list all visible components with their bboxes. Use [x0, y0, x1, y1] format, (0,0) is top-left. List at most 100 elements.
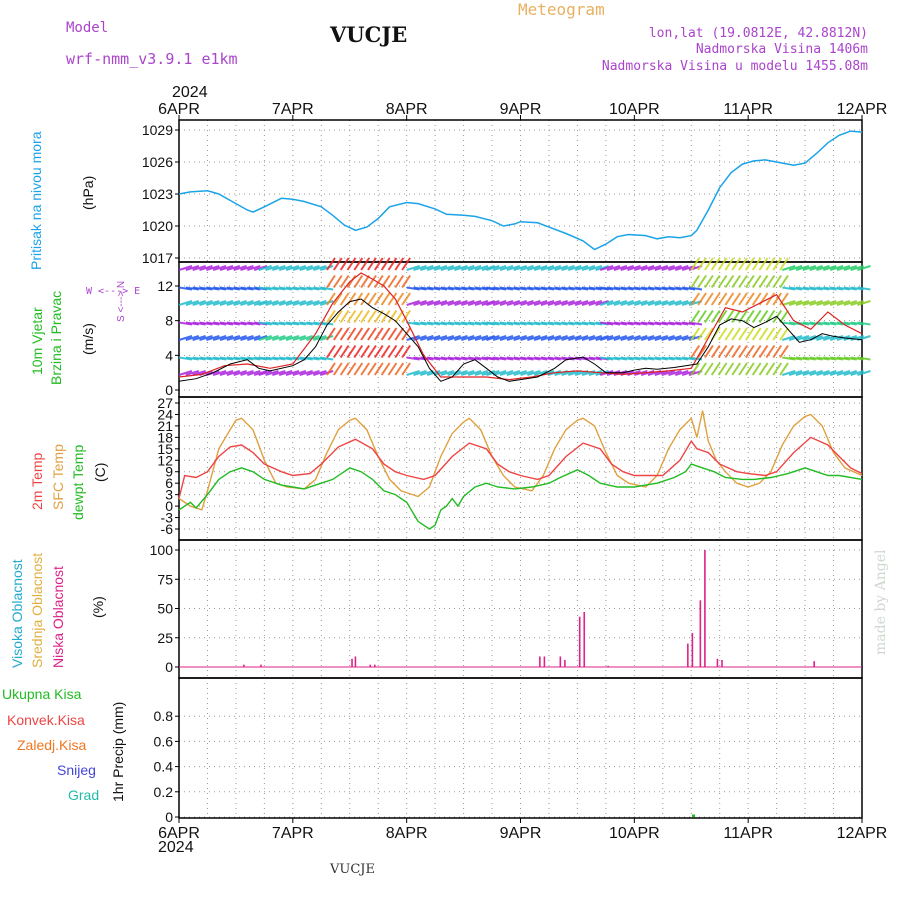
- y-tick-label: 0: [165, 809, 173, 825]
- wind-barb: [751, 344, 762, 359]
- wind-barb: [353, 292, 364, 306]
- wind-barb: [829, 265, 844, 271]
- wind-barb: [486, 286, 500, 291]
- wind-barb: [353, 344, 364, 359]
- wind-barb: [534, 356, 548, 361]
- wind-barb: [751, 274, 762, 289]
- y-tick-label: 75: [157, 571, 173, 587]
- wind-barb: [520, 300, 534, 306]
- wind-barb: [192, 321, 206, 326]
- wind-barb: [454, 356, 468, 361]
- wind-barb: [534, 286, 548, 291]
- wind-barb: [731, 344, 742, 359]
- wind-barb: [613, 356, 627, 361]
- wind-barb: [595, 265, 609, 271]
- wind-barb: [406, 321, 420, 326]
- wind-barb: [426, 265, 441, 271]
- wind-barb: [233, 335, 247, 341]
- wind-barb: [278, 300, 293, 306]
- wind-barb: [299, 321, 313, 326]
- wind-barb: [547, 335, 562, 341]
- wind-barb: [219, 321, 234, 326]
- wind-barb: [782, 370, 796, 376]
- lonlat: lon,lat (19.0812E, 42.8812N): [648, 26, 868, 41]
- wind-barb: [661, 370, 675, 376]
- wind-barb: [654, 300, 669, 306]
- wind-barb: [809, 356, 823, 361]
- wind-barb: [360, 274, 370, 289]
- wind-barb: [306, 265, 320, 271]
- wind-barb: [185, 321, 199, 326]
- wind-barb: [367, 292, 377, 306]
- wind-barb: [581, 300, 596, 306]
- wind-barb: [332, 274, 343, 289]
- wind-barb: [440, 300, 455, 306]
- y-tick-label: 8: [165, 313, 173, 329]
- y-tick-label: 0: [165, 382, 173, 398]
- wind-barb: [499, 356, 514, 361]
- wind-barb: [613, 286, 627, 291]
- wind-barb: [654, 286, 668, 291]
- wind-barb: [206, 335, 220, 341]
- wind-barb: [447, 356, 461, 361]
- wind-barb: [265, 356, 279, 361]
- wind-barb: [279, 356, 293, 361]
- wind-barb: [724, 292, 735, 306]
- wind-barb: [394, 274, 405, 289]
- wind-barb: [520, 286, 534, 291]
- wind-barb: [668, 286, 682, 291]
- wind-barb: [731, 309, 742, 324]
- wind-barb: [258, 286, 272, 291]
- wind-barb: [387, 309, 398, 324]
- wind-barb: [240, 265, 254, 271]
- wind-barb: [668, 356, 682, 361]
- wind-barb: [226, 335, 241, 341]
- wind-barb: [710, 274, 721, 289]
- wind-barb: [339, 344, 350, 359]
- wind-barb: [299, 370, 313, 376]
- wind-barb: [406, 265, 420, 271]
- wind-barb: [401, 292, 411, 306]
- wind-barb: [527, 286, 541, 291]
- wind-barb: [634, 356, 648, 361]
- wind-barb: [406, 335, 420, 341]
- wind-barb: [772, 292, 783, 306]
- wind-barb: [339, 257, 350, 271]
- wind-barb: [654, 335, 669, 341]
- wind-barb: [809, 370, 823, 376]
- y-tick-label: 0: [165, 659, 173, 675]
- wind-barb: [758, 344, 769, 359]
- wind-barb: [731, 292, 742, 306]
- wind-barb: [373, 362, 384, 376]
- wind-barb: [724, 274, 735, 289]
- wind-barb: [192, 300, 206, 306]
- wind-barb: [675, 370, 689, 376]
- wind-barb: [461, 370, 475, 376]
- wind-barb: [738, 344, 748, 359]
- wind-barb: [219, 300, 234, 306]
- wind-barb: [697, 292, 707, 306]
- wind-barb: [627, 286, 641, 291]
- wind-barb: [339, 309, 350, 324]
- wind-barb: [212, 265, 227, 271]
- wind-barb: [506, 265, 521, 271]
- dewpoint-line: [178, 463, 863, 530]
- wind-barb: [823, 286, 837, 291]
- wind-barb: [782, 335, 796, 341]
- wind-barb: [420, 300, 434, 306]
- y-tick-label: 0.2: [154, 784, 174, 800]
- wind-barb: [258, 300, 272, 306]
- wind-barb: [829, 356, 844, 361]
- wind-barb: [843, 265, 858, 271]
- wind-barb: [724, 309, 735, 324]
- wind-barb: [823, 265, 837, 271]
- wind-barb: [758, 257, 769, 271]
- wind-barb: [226, 321, 240, 326]
- wind-barb: [401, 274, 411, 289]
- wind-barb: [829, 300, 844, 306]
- wind-barb: [772, 362, 783, 376]
- wind-barb: [606, 335, 621, 341]
- wind-compass-we: W <---> E: [86, 286, 141, 297]
- wind-barb: [599, 265, 614, 271]
- wind-barb: [420, 265, 434, 271]
